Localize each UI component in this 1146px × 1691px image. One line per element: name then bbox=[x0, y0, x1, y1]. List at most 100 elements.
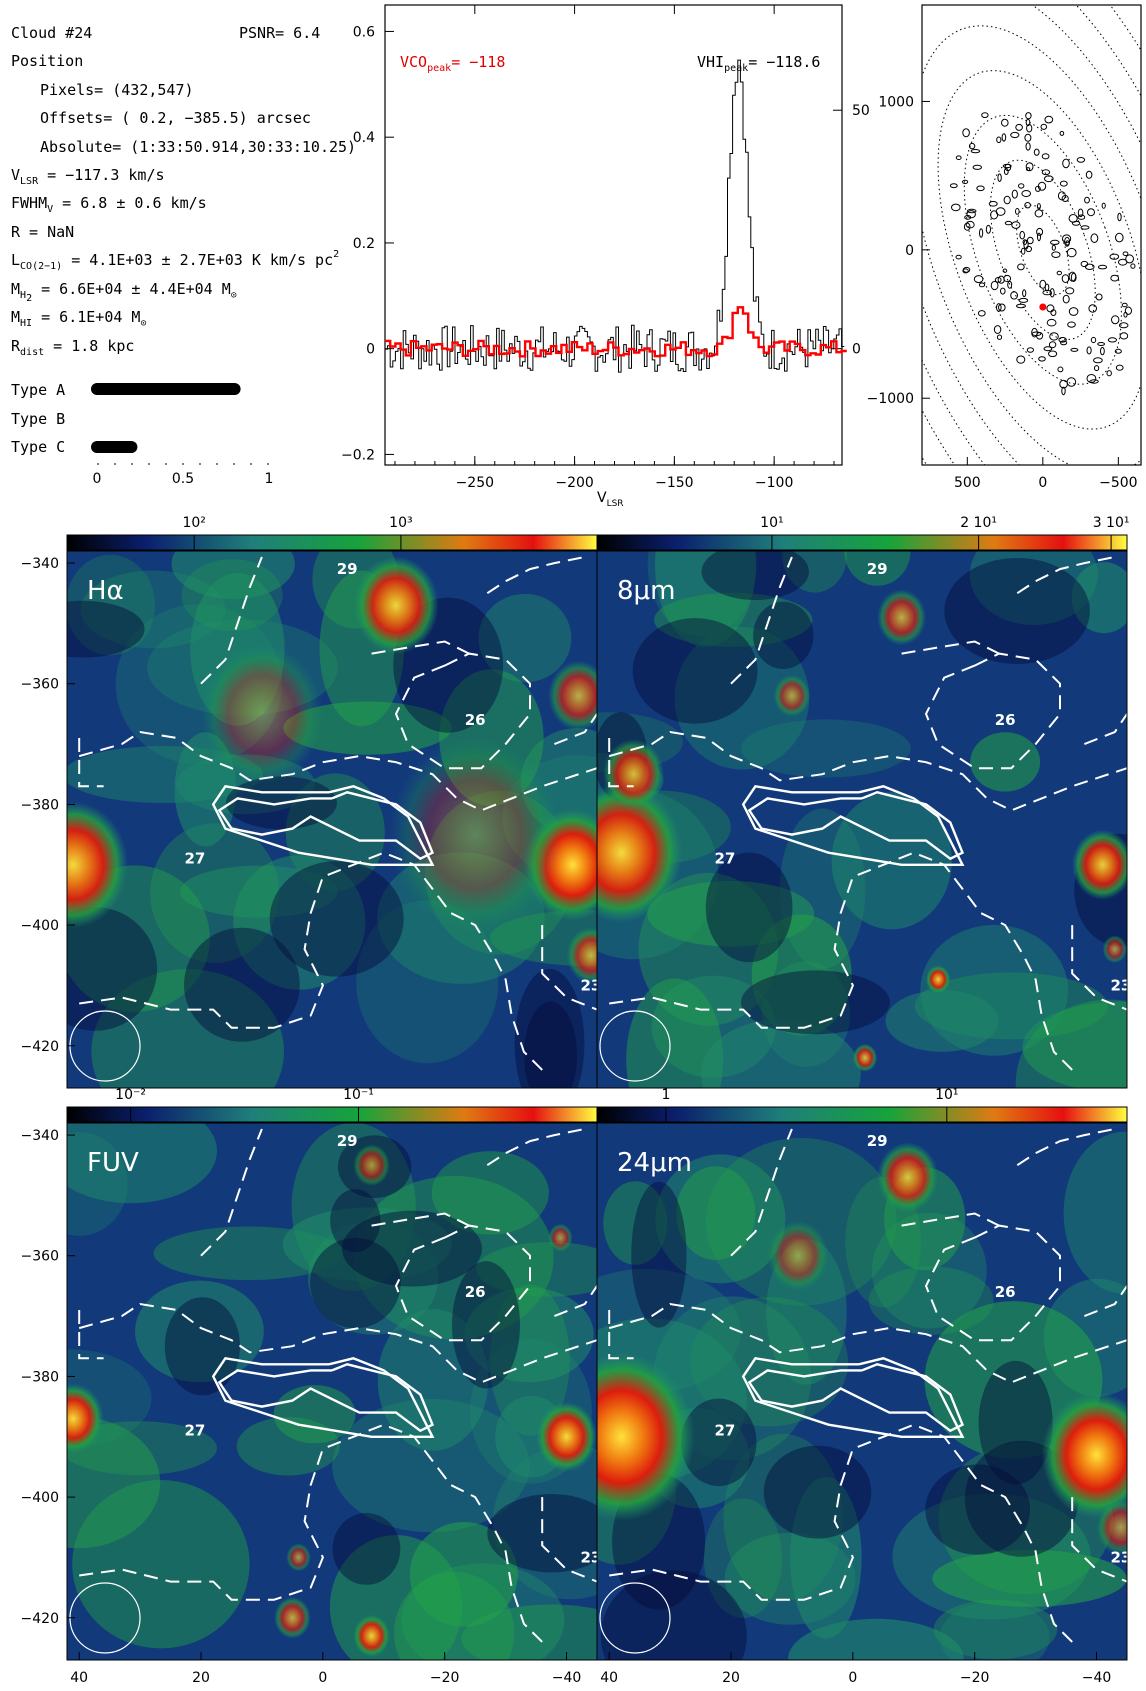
vhi-peak-annotation: VHIpeak= −118.6 bbox=[697, 53, 820, 74]
cloud-contour-dashed bbox=[200, 1128, 263, 1257]
emission-peak bbox=[597, 782, 683, 923]
spectrum-xtick-label: −100 bbox=[755, 475, 793, 491]
cloud-id: Cloud #24 bbox=[11, 24, 92, 42]
galaxy-cloud-contour bbox=[1100, 346, 1105, 356]
galaxy-cloud-contour bbox=[1015, 208, 1020, 215]
emission-peak bbox=[877, 589, 926, 646]
galaxy-cloud-contour bbox=[1109, 253, 1120, 260]
galaxy-cloud-contour bbox=[1090, 233, 1099, 243]
type-tick-05: 0.5 bbox=[172, 471, 194, 487]
spectrum-ytick-label: 0.6 bbox=[353, 24, 375, 40]
cloud-contour-dashed bbox=[608, 1302, 1127, 1384]
galaxy-cloud-contour bbox=[978, 282, 986, 288]
galaxy-cloud-contour bbox=[1019, 230, 1026, 240]
emission-peak bbox=[201, 643, 323, 785]
panel-xtick-label: 0 bbox=[848, 1670, 857, 1686]
panel-ytick-label: −360 bbox=[21, 1249, 59, 1265]
dark-region bbox=[925, 1464, 1031, 1555]
galaxy-cloud-contour bbox=[1046, 318, 1057, 327]
galaxy-cloud-contour bbox=[1090, 336, 1097, 344]
colorbar-tick-label: 3 10¹ bbox=[1093, 515, 1130, 531]
image-panel-4: 29 26 27 23 24μm 1 10¹ 40 20 0 −20 −40 bbox=[596, 1087, 1128, 1686]
galaxy-cloud-contour bbox=[1025, 112, 1032, 120]
galaxy-cloud-contour bbox=[962, 266, 971, 273]
galaxy-cloud-contour bbox=[1130, 263, 1136, 269]
cloud-contour-dashed bbox=[924, 1224, 1061, 1342]
galaxy-cloud-contour bbox=[962, 179, 969, 185]
galaxy-ring bbox=[989, 159, 1096, 340]
diffuse-emission bbox=[603, 1181, 668, 1265]
galaxy-cloud-contour bbox=[1086, 374, 1097, 383]
cloud-label: 27 bbox=[714, 1422, 735, 1440]
galaxy-cloud-contour bbox=[1118, 322, 1129, 329]
cloud-contour-dashed bbox=[554, 1285, 597, 1318]
galaxy-cloud-contour bbox=[965, 220, 975, 229]
galaxy-cloud-contour bbox=[1011, 221, 1021, 229]
galaxy-cloud-contour bbox=[955, 155, 962, 160]
galaxy-cloud-contour bbox=[1059, 180, 1068, 187]
galaxy-cloud-contour bbox=[1061, 386, 1066, 396]
galaxy-cloud-contour bbox=[1026, 236, 1034, 245]
galaxy-cloud-contour bbox=[1003, 195, 1011, 205]
dark-region bbox=[632, 618, 758, 724]
galaxy-cloud-contour bbox=[1031, 331, 1042, 337]
galaxy-cloud-contour bbox=[1041, 169, 1051, 176]
cloud-contour-dashed bbox=[79, 1423, 543, 1643]
cloud-contour-solid bbox=[217, 1363, 435, 1433]
emission-peak bbox=[548, 1223, 573, 1252]
panel-ytick-label: −340 bbox=[21, 1128, 59, 1144]
spectrum-frame bbox=[384, 4, 843, 466]
galaxy-cloud-contour bbox=[1066, 377, 1077, 387]
dark-region bbox=[67, 600, 145, 658]
cloud-position-marker bbox=[1039, 303, 1047, 311]
diffuse-emission bbox=[150, 823, 280, 963]
emission-peak bbox=[925, 965, 951, 994]
position-heading: Position bbox=[11, 52, 83, 70]
diffuse-emission bbox=[782, 551, 847, 593]
cloud-contour-dashed bbox=[608, 738, 634, 788]
diffuse-emission bbox=[741, 719, 911, 778]
galaxy-cloud-contour bbox=[1018, 183, 1025, 189]
colorbar-tick-label: 10³ bbox=[389, 515, 412, 531]
emission-peak bbox=[389, 736, 561, 933]
diffuse-emission bbox=[626, 978, 724, 1088]
galaxy-cloud-contour bbox=[993, 325, 1002, 334]
diffuse-emission bbox=[969, 551, 1098, 625]
galaxy-cloud-contour bbox=[1043, 346, 1053, 352]
galaxy-cloud-contour bbox=[1021, 190, 1031, 197]
galaxy-cloud-contour bbox=[1066, 247, 1077, 258]
panel-xtick-label: 20 bbox=[722, 1670, 740, 1686]
panel-xtick-label: −20 bbox=[430, 1670, 460, 1686]
emission-peak bbox=[852, 1043, 878, 1072]
dark-region bbox=[330, 1189, 381, 1253]
galaxy-cloud-contour bbox=[972, 164, 982, 170]
galaxy-xtick-label: −500 bbox=[1099, 475, 1137, 491]
cloud-contour-dashed bbox=[730, 556, 793, 685]
galaxy-cloud-contour bbox=[1003, 168, 1009, 175]
galaxy-cloud-contour bbox=[1097, 264, 1108, 270]
galaxy-cloud-contour bbox=[1001, 133, 1007, 142]
diffuse-emission bbox=[1063, 1131, 1127, 1294]
panel-ytick-label: −380 bbox=[21, 797, 59, 813]
panel-frame bbox=[596, 550, 1128, 1089]
diffuse-emission bbox=[67, 1123, 217, 1204]
dark-region bbox=[763, 1445, 872, 1539]
diffuse-emission bbox=[67, 554, 155, 656]
galaxy-frame bbox=[921, 4, 1142, 466]
galaxy-cloud-contour bbox=[970, 149, 981, 154]
cloud-contour-solid bbox=[741, 1356, 965, 1438]
spectrum-xtick-label: −250 bbox=[456, 475, 494, 491]
galaxy-cloud-contour bbox=[1046, 304, 1055, 313]
galaxy-cloud-contour bbox=[1050, 309, 1057, 317]
galaxy-cloud-contour bbox=[1080, 260, 1089, 268]
cloud-label: 27 bbox=[714, 850, 735, 868]
galaxy-cloud-contour bbox=[1021, 247, 1026, 255]
spectrum-rtick-label: 50 bbox=[852, 103, 870, 119]
diffuse-emission bbox=[690, 1297, 849, 1427]
beam-circle bbox=[599, 1010, 671, 1082]
diffuse-emission bbox=[283, 701, 452, 755]
colorbar-tick-label: 10¹ bbox=[935, 1087, 958, 1103]
diffuse-emission bbox=[655, 551, 756, 647]
cloud-contour-dashed bbox=[609, 851, 1073, 1071]
cloud-label: 23 bbox=[580, 1548, 601, 1566]
